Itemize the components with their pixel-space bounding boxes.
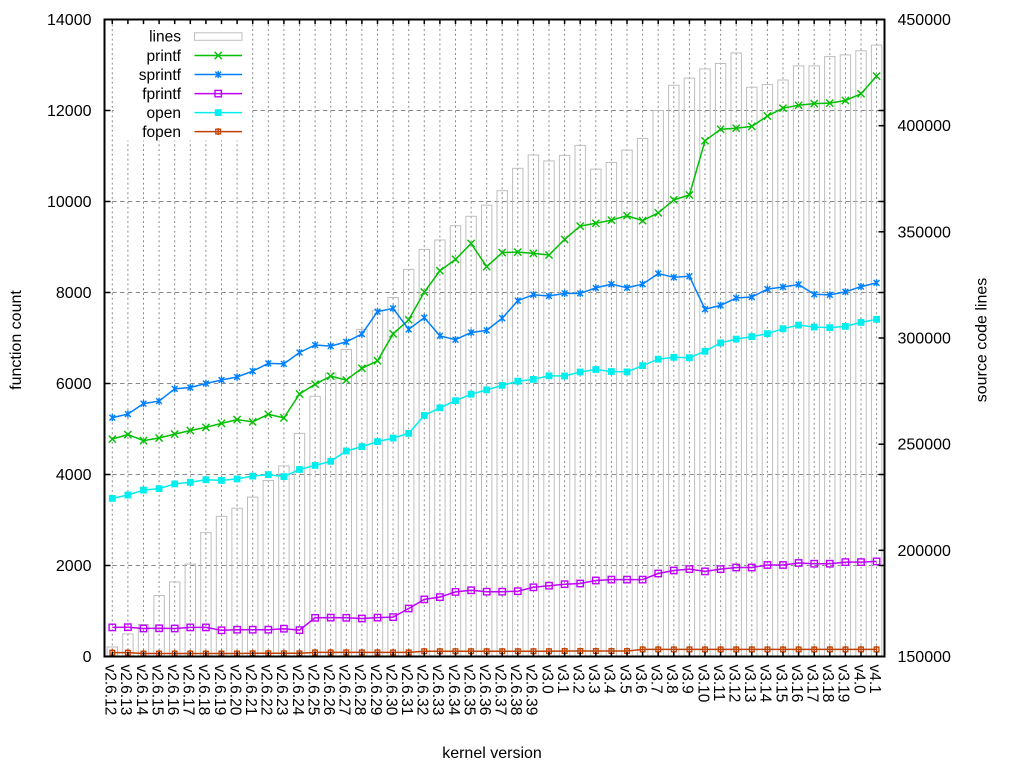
svg-text:6000: 6000 (56, 376, 92, 393)
svg-text:v2.6.14: v2.6.14 (133, 665, 150, 716)
svg-text:14000: 14000 (47, 12, 92, 29)
svg-text:2000: 2000 (56, 558, 92, 575)
svg-text:350000: 350000 (898, 224, 951, 241)
svg-text:v2.6.35: v2.6.35 (460, 665, 477, 716)
svg-text:v3.18: v3.18 (819, 665, 836, 703)
svg-text:source code lines: source code lines (974, 278, 991, 403)
svg-text:fopen: fopen (142, 124, 181, 141)
svg-text:v2.6.23: v2.6.23 (273, 665, 290, 716)
svg-text:v2.6.38: v2.6.38 (507, 665, 524, 716)
svg-text:v3.7: v3.7 (648, 665, 665, 694)
svg-text:v2.6.36: v2.6.36 (476, 665, 493, 716)
svg-text:v3.16: v3.16 (788, 665, 805, 703)
svg-text:v2.6.19: v2.6.19 (211, 665, 228, 716)
svg-text:v2.6.30: v2.6.30 (382, 665, 399, 716)
svg-text:v2.6.12: v2.6.12 (102, 665, 119, 716)
svg-text:4000: 4000 (56, 467, 92, 484)
svg-text:v2.6.13: v2.6.13 (117, 665, 134, 716)
svg-text:v2.6.21: v2.6.21 (242, 665, 259, 716)
svg-text:v3.15: v3.15 (772, 665, 789, 703)
svg-text:v2.6.34: v2.6.34 (445, 665, 462, 716)
svg-text:v4.0: v4.0 (850, 665, 867, 695)
svg-text:8000: 8000 (56, 285, 92, 302)
svg-text:kernel version: kernel version (442, 745, 542, 762)
svg-text:10000: 10000 (47, 194, 92, 211)
svg-text:v2.6.24: v2.6.24 (289, 665, 306, 716)
svg-text:v4.1: v4.1 (866, 665, 883, 694)
svg-text:v2.6.26: v2.6.26 (320, 665, 337, 716)
svg-text:v2.6.27: v2.6.27 (336, 665, 353, 716)
svg-text:450000: 450000 (898, 12, 951, 29)
svg-text:lines: lines (149, 29, 181, 46)
svg-text:open: open (147, 105, 181, 122)
svg-text:v2.6.18: v2.6.18 (195, 665, 212, 716)
svg-text:v3.0: v3.0 (538, 665, 555, 695)
svg-text:v3.5: v3.5 (616, 665, 633, 694)
svg-text:v3.17: v3.17 (804, 665, 821, 703)
svg-text:v3.8: v3.8 (663, 665, 680, 694)
svg-text:v3.3: v3.3 (585, 665, 602, 694)
svg-text:v3.4: v3.4 (601, 665, 618, 695)
svg-text:v3.2: v3.2 (570, 665, 587, 694)
svg-text:v3.9: v3.9 (679, 665, 696, 694)
svg-text:250000: 250000 (898, 437, 951, 454)
svg-text:v3.6: v3.6 (632, 665, 649, 694)
svg-text:v3.14: v3.14 (757, 665, 774, 703)
svg-text:300000: 300000 (898, 331, 951, 348)
svg-text:function count: function count (8, 290, 25, 390)
svg-text:fprintf: fprintf (142, 86, 181, 103)
svg-text:v2.6.32: v2.6.32 (414, 665, 431, 716)
svg-text:sprintf: sprintf (139, 67, 182, 84)
svg-text:v2.6.17: v2.6.17 (180, 665, 197, 716)
svg-text:0: 0 (83, 649, 92, 666)
svg-text:v2.6.28: v2.6.28 (351, 665, 368, 716)
svg-text:v3.1: v3.1 (554, 665, 571, 694)
svg-text:12000: 12000 (47, 103, 92, 120)
svg-text:v2.6.22: v2.6.22 (258, 665, 275, 716)
svg-text:v2.6.25: v2.6.25 (304, 665, 321, 716)
svg-text:v3.12: v3.12 (726, 665, 743, 703)
svg-text:200000: 200000 (898, 543, 951, 560)
svg-text:v2.6.39: v2.6.39 (523, 665, 540, 716)
svg-text:v2.6.37: v2.6.37 (492, 665, 509, 716)
svg-text:150000: 150000 (898, 649, 951, 666)
svg-text:v2.6.33: v2.6.33 (429, 665, 446, 716)
svg-text:v3.19: v3.19 (835, 665, 852, 703)
svg-text:v2.6.20: v2.6.20 (226, 665, 243, 716)
svg-text:v3.13: v3.13 (741, 665, 758, 703)
svg-text:v2.6.16: v2.6.16 (164, 665, 181, 716)
svg-text:v2.6.15: v2.6.15 (148, 665, 165, 716)
svg-text:v2.6.31: v2.6.31 (398, 665, 415, 716)
svg-text:printf: printf (147, 48, 182, 65)
svg-text:400000: 400000 (898, 118, 951, 135)
svg-text:v3.11: v3.11 (710, 665, 727, 702)
svg-text:v2.6.29: v2.6.29 (367, 665, 384, 716)
svg-text:v3.10: v3.10 (694, 665, 711, 703)
